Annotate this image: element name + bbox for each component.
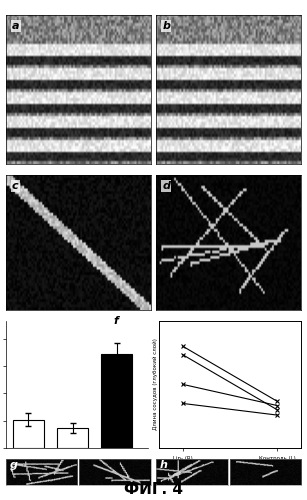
Text: a: a xyxy=(12,21,19,31)
Text: b: b xyxy=(162,21,170,31)
Text: f: f xyxy=(114,316,119,326)
Text: h: h xyxy=(160,460,168,470)
Text: g: g xyxy=(10,460,18,470)
Y-axis label: Длина сосудов (глубокий слой): Длина сосудов (глубокий слой) xyxy=(153,338,158,430)
Text: d: d xyxy=(162,181,170,191)
Bar xyxy=(13,420,44,448)
Text: ФИГ. 4: ФИГ. 4 xyxy=(124,482,183,498)
Bar xyxy=(57,428,88,448)
Bar xyxy=(101,354,132,448)
Text: c: c xyxy=(12,181,18,191)
